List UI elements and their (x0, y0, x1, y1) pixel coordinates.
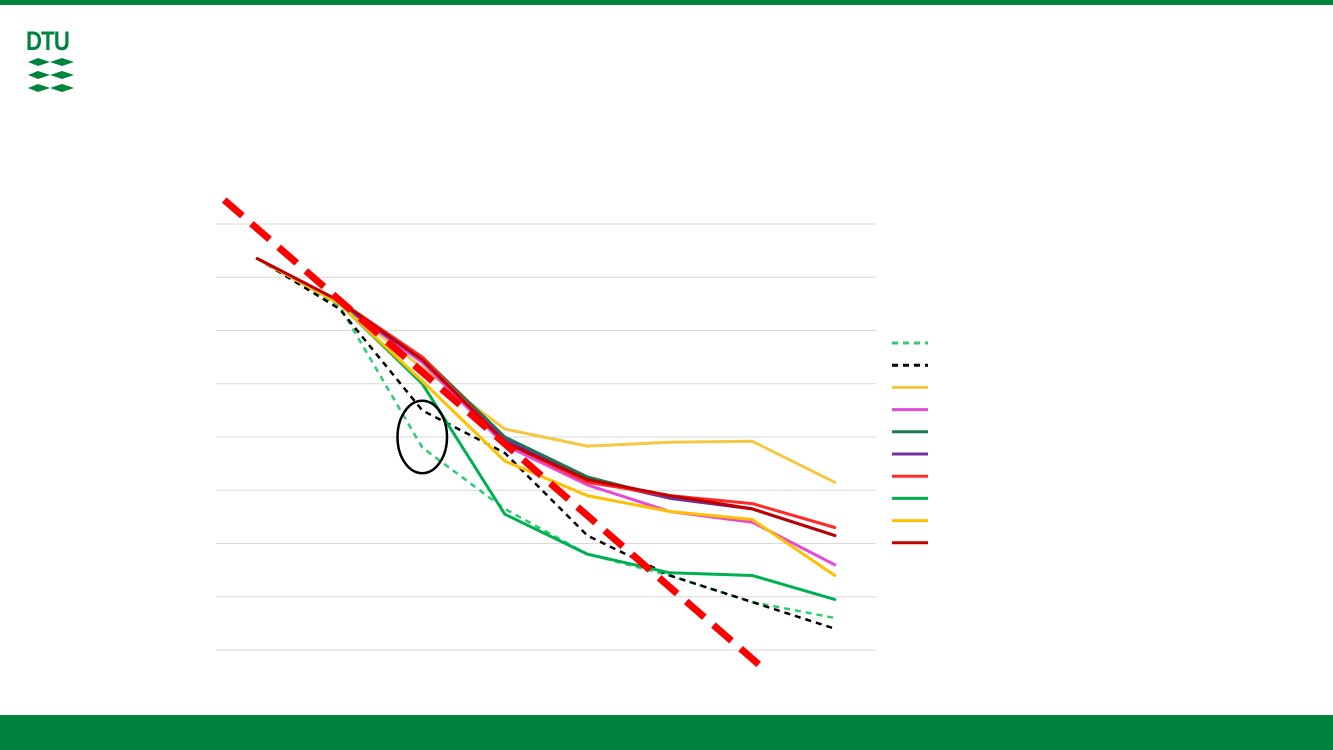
logo-text: DTU (26, 26, 70, 56)
line-chart (216, 197, 928, 669)
trendline (221, 197, 763, 669)
trendline-dashed (221, 197, 763, 669)
series-line-3 (255, 257, 837, 484)
chart-legend (892, 341, 928, 545)
bottom-accent-bar (0, 715, 1333, 750)
dtu-logo: DTU (26, 26, 76, 98)
dtu-logo-icon (28, 58, 74, 92)
series-line-9 (255, 257, 837, 577)
series-line-1 (256, 257, 836, 620)
chart-series (255, 257, 837, 630)
annotation-circle (396, 399, 449, 475)
top-accent-bar (0, 0, 1333, 5)
annotation-ellipse (396, 399, 449, 475)
series-line-2 (256, 257, 836, 630)
series-line-7 (255, 257, 837, 529)
series-line-10 (255, 257, 837, 537)
